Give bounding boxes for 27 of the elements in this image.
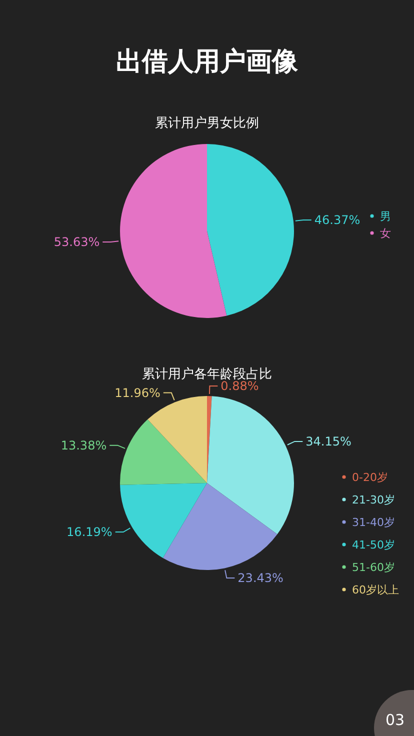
data-label: 16.19% bbox=[66, 525, 112, 540]
pie-slice bbox=[207, 396, 294, 534]
legend-label: 21-30岁 bbox=[352, 494, 395, 506]
data-label: 23.43% bbox=[238, 570, 284, 585]
data-label: 34.15% bbox=[306, 434, 352, 448]
legend-label: 0-20岁 bbox=[352, 471, 388, 484]
legend-label: 51-60岁 bbox=[352, 561, 395, 574]
data-label: 11.96% bbox=[114, 386, 160, 400]
text: 03 bbox=[385, 711, 405, 729]
chart-subtitle: 累计用户男女比例 bbox=[155, 116, 259, 131]
pie-slice bbox=[162, 483, 278, 570]
chart-title: 出借人用户画像 bbox=[116, 47, 299, 77]
legend-label: 60岁以上 bbox=[352, 584, 399, 596]
chart-title: 累计用户各年龄段占比 bbox=[142, 367, 272, 382]
legend-label: 41-50岁 bbox=[352, 538, 395, 552]
legend-label: 女 bbox=[380, 227, 391, 240]
pie-slice bbox=[120, 419, 207, 485]
pie-slice bbox=[148, 396, 207, 483]
data-label: 53.63% bbox=[54, 235, 100, 250]
data-label: 13.38% bbox=[60, 438, 107, 452]
legend-label: 男 bbox=[380, 210, 391, 223]
pie-slice bbox=[120, 483, 207, 558]
legend-label: 31-40岁 bbox=[352, 516, 395, 529]
pie-slice bbox=[120, 144, 227, 318]
pie-slice bbox=[207, 144, 294, 316]
data-label: 0.88% bbox=[220, 379, 259, 394]
data-label: 46.37% bbox=[314, 212, 360, 227]
